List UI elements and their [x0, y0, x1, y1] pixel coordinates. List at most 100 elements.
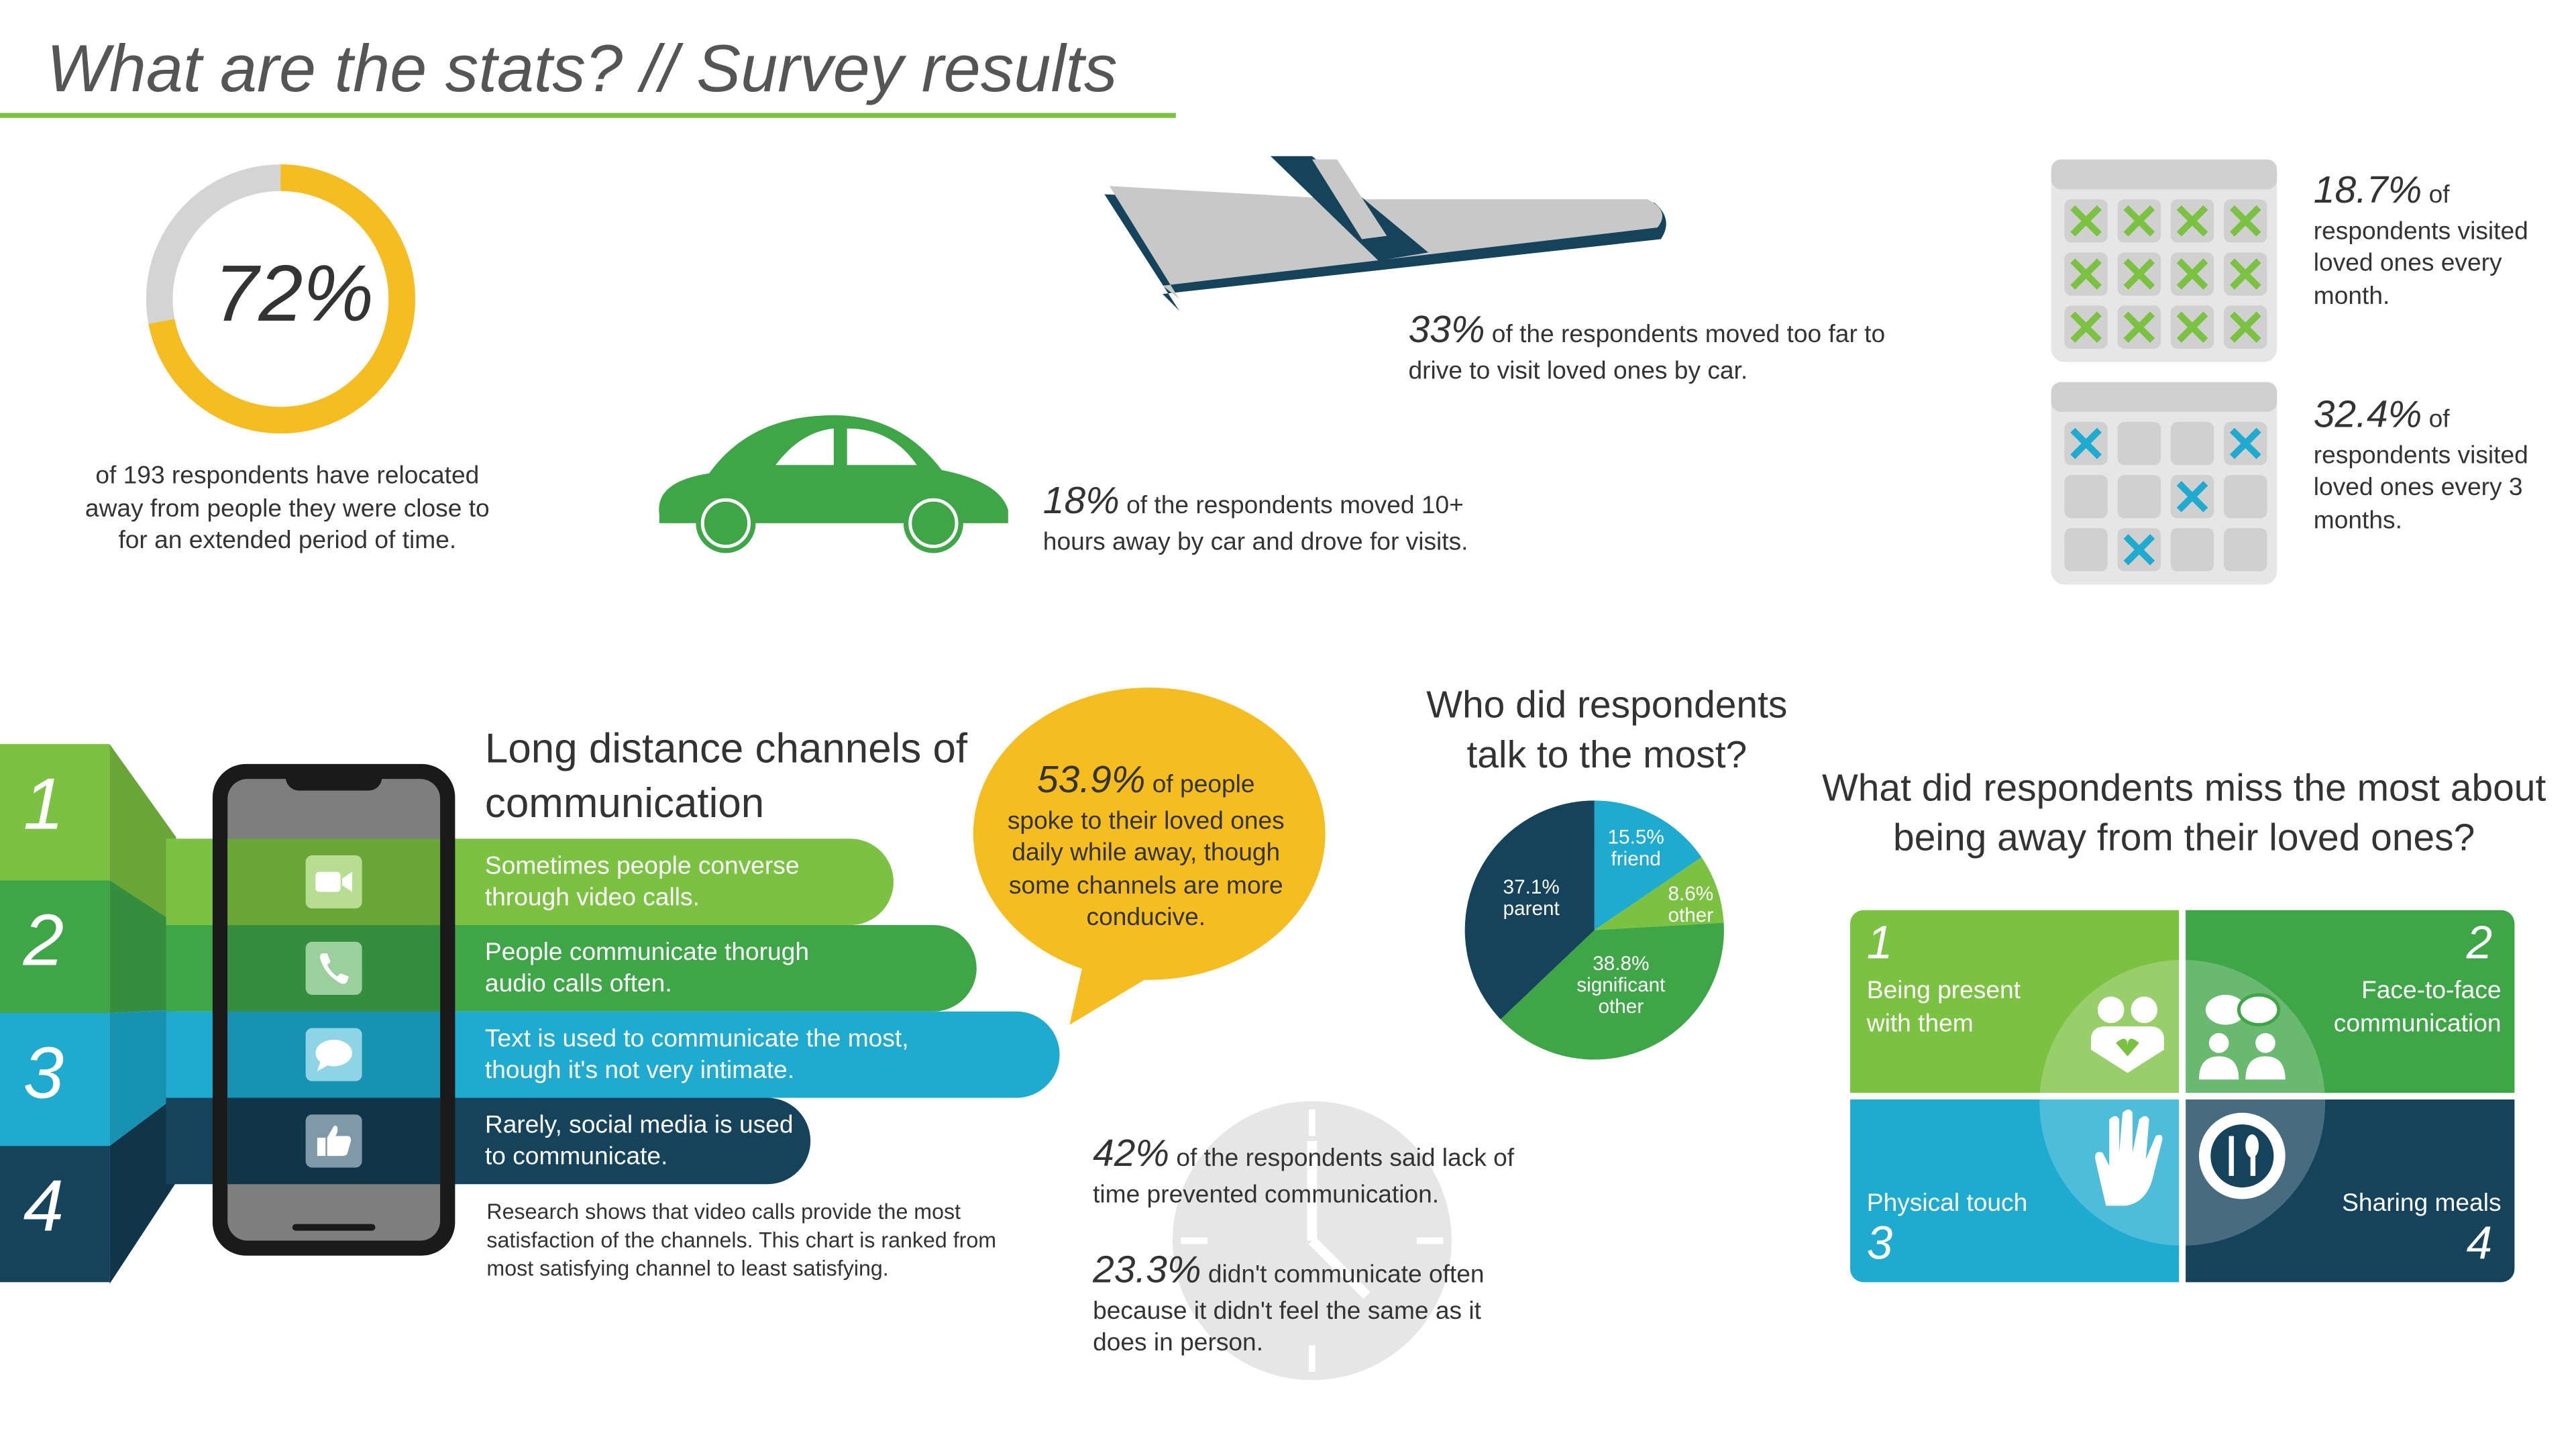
monthly-stat: 18.7% of respondents visited loved ones e…	[2314, 166, 2546, 313]
phone-home-bar	[292, 1224, 376, 1231]
channels-note: Research shows that video calls provide …	[486, 1199, 997, 1281]
calendar-day	[2170, 528, 2214, 572]
chat-bubble-icon	[305, 1028, 362, 1081]
miss-rank-2: 2	[2466, 916, 2493, 969]
pie-slice-friend	[1594, 800, 1702, 930]
daily-stat: 53.9% of people spoke to their loved ones…	[990, 755, 1302, 934]
channel-text-3: Text is used to communicate the most, th…	[484, 1024, 909, 1085]
calendar-x-mark	[2070, 205, 2102, 237]
calendar-x-mark	[2070, 258, 2102, 290]
calendar-x-mark	[2070, 427, 2102, 460]
hugging-people-icon	[2091, 996, 2164, 1073]
holding-hands-icon	[2095, 1109, 2163, 1206]
not-same-stat: 23.3% didn't communicate often because i…	[1093, 1246, 1541, 1360]
pie-name-parent: parent	[1503, 897, 1560, 921]
talk-to-pie-chart	[1464, 800, 1724, 1060]
calendar-day	[2224, 528, 2267, 572]
lack-text: of the respondents said lack of time pre…	[1093, 1144, 1515, 1210]
channel-text-1: Sometimes people converse through video …	[484, 852, 800, 912]
pie-name-significant-other: significant other	[1576, 973, 1666, 1019]
miss-label-4: Sharing meals	[2342, 1189, 2502, 1218]
calendar-day	[2117, 475, 2161, 519]
car-stat: 18% of the respondents moved 10+ hours a…	[1043, 477, 1525, 559]
pie-pct-friend: 15.5%	[1607, 825, 1664, 849]
calendar-day	[2170, 421, 2214, 466]
speech-bubble-icon	[973, 687, 1326, 1025]
calendar-x-mark	[2070, 311, 2102, 343]
thumbs-up-icon	[305, 1114, 362, 1168]
talk-to-heading: Who did respondents talk to the most?	[1426, 682, 1788, 775]
same-percent: 23.3%	[1093, 1247, 1201, 1291]
monthly-suffix: of	[2422, 180, 2450, 209]
car-percent: 18%	[1042, 478, 1120, 522]
title-underline	[0, 113, 1176, 118]
pie-pct-parent: 37.1%	[1503, 875, 1560, 899]
miss-rank-4: 4	[2466, 1217, 2493, 1269]
calendar-day	[2064, 528, 2108, 572]
pie-slice-significant-other	[1500, 922, 1724, 1060]
rank-box-1: 1	[0, 744, 110, 881]
quarterly-suffix: of	[2422, 405, 2450, 434]
calendar-day	[2064, 475, 2108, 519]
calendar-x-mark	[2123, 258, 2155, 290]
same-text: didn't communicate often because it didn…	[1093, 1260, 1485, 1358]
channels-heading: Long distance channels of communication	[484, 725, 968, 826]
daily-text-start: of people	[1145, 770, 1255, 799]
calendar-x-mark	[2176, 205, 2208, 237]
calendar-day	[2117, 421, 2161, 466]
pie-slice-parent	[1464, 800, 1595, 1020]
pie-slice-other	[1594, 857, 1724, 930]
calendar-icon	[2051, 159, 2277, 362]
monthly-percent: 18.7%	[2313, 168, 2422, 211]
calendar-x-mark	[2176, 311, 2208, 343]
calendar-icon	[2051, 382, 2277, 585]
lack-time-stat: 42% of the respondents said lack of time…	[1093, 1130, 1541, 1212]
quarterly-text: respondents visited loved ones every 3 m…	[2313, 441, 2528, 535]
donut-fill	[146, 164, 415, 434]
miss-label-2: Face-to-face communication	[2333, 976, 2502, 1038]
car-icon	[659, 415, 1008, 553]
conversation-people-icon	[2198, 993, 2286, 1080]
daily-text: spoke to their loved ones daily while aw…	[1007, 806, 1285, 932]
monthly-text: respondents visited loved ones every mon…	[2313, 217, 2528, 311]
calendar-x-mark	[2229, 205, 2261, 237]
channel-text-2: People communicate thorugh audio calls o…	[484, 938, 810, 999]
relocated-text: of 193 respondents have relocated away f…	[85, 462, 490, 555]
calendar-x-mark	[2176, 480, 2208, 513]
rank-box-2: 2	[0, 880, 110, 1017]
calendar-x-mark	[2176, 258, 2208, 290]
plane-percent: 33%	[1408, 307, 1485, 351]
plane-text: of the respondents moved too far to driv…	[1408, 320, 1886, 386]
ribbon-folds	[109, 744, 176, 1284]
miss-rank-1: 1	[1866, 916, 1893, 969]
pie-label-other: 8.6% other	[1658, 883, 1724, 927]
rank-box-3: 3	[0, 1013, 110, 1150]
miss-heading: What did respondents miss the most about…	[1821, 765, 2546, 859]
calendar-x-mark	[2229, 311, 2261, 343]
plate-cutlery-icon	[2198, 1112, 2286, 1199]
pie-label-friend: 15.5% friend	[1595, 825, 1678, 871]
calendar-x-mark	[2123, 311, 2155, 343]
calendar-x-mark	[2123, 534, 2155, 566]
calendar-x-mark	[2229, 427, 2261, 460]
miss-label-1: Being present with them	[1866, 976, 2021, 1038]
pie-label-parent: 37.1% parent	[1490, 875, 1573, 921]
pie-label-significant-other: 38.8% significant other	[1561, 953, 1680, 1019]
video-camera-icon	[305, 855, 362, 909]
calendar-x-mark	[2229, 258, 2261, 290]
car-text: of the respondents moved 10+ hours away …	[1042, 491, 1468, 557]
airplane-icon	[1104, 156, 1666, 311]
phone-icon	[305, 941, 362, 996]
miss-label-3: Physical touch	[1866, 1189, 2028, 1218]
pie-pct-other: 8.6%	[1668, 881, 1714, 906]
channel-text-4: Rarely, social media is used to communic…	[484, 1111, 794, 1171]
pie-pct-significant-other: 38.8%	[1593, 951, 1650, 975]
page-title: What are the stats? // Survey results	[46, 33, 1118, 107]
quarterly-stat: 32.4% of respondents visited loved ones e…	[2314, 390, 2546, 537]
lack-percent: 42%	[1093, 1131, 1170, 1175]
daily-percent: 53.9%	[1036, 757, 1146, 801]
calendar-day	[2224, 475, 2267, 519]
clock-icon	[1172, 1101, 1452, 1381]
relocated-percent: 72%	[214, 250, 374, 339]
plane-stat: 33% of the respondents moved too far to …	[1408, 306, 1890, 388]
